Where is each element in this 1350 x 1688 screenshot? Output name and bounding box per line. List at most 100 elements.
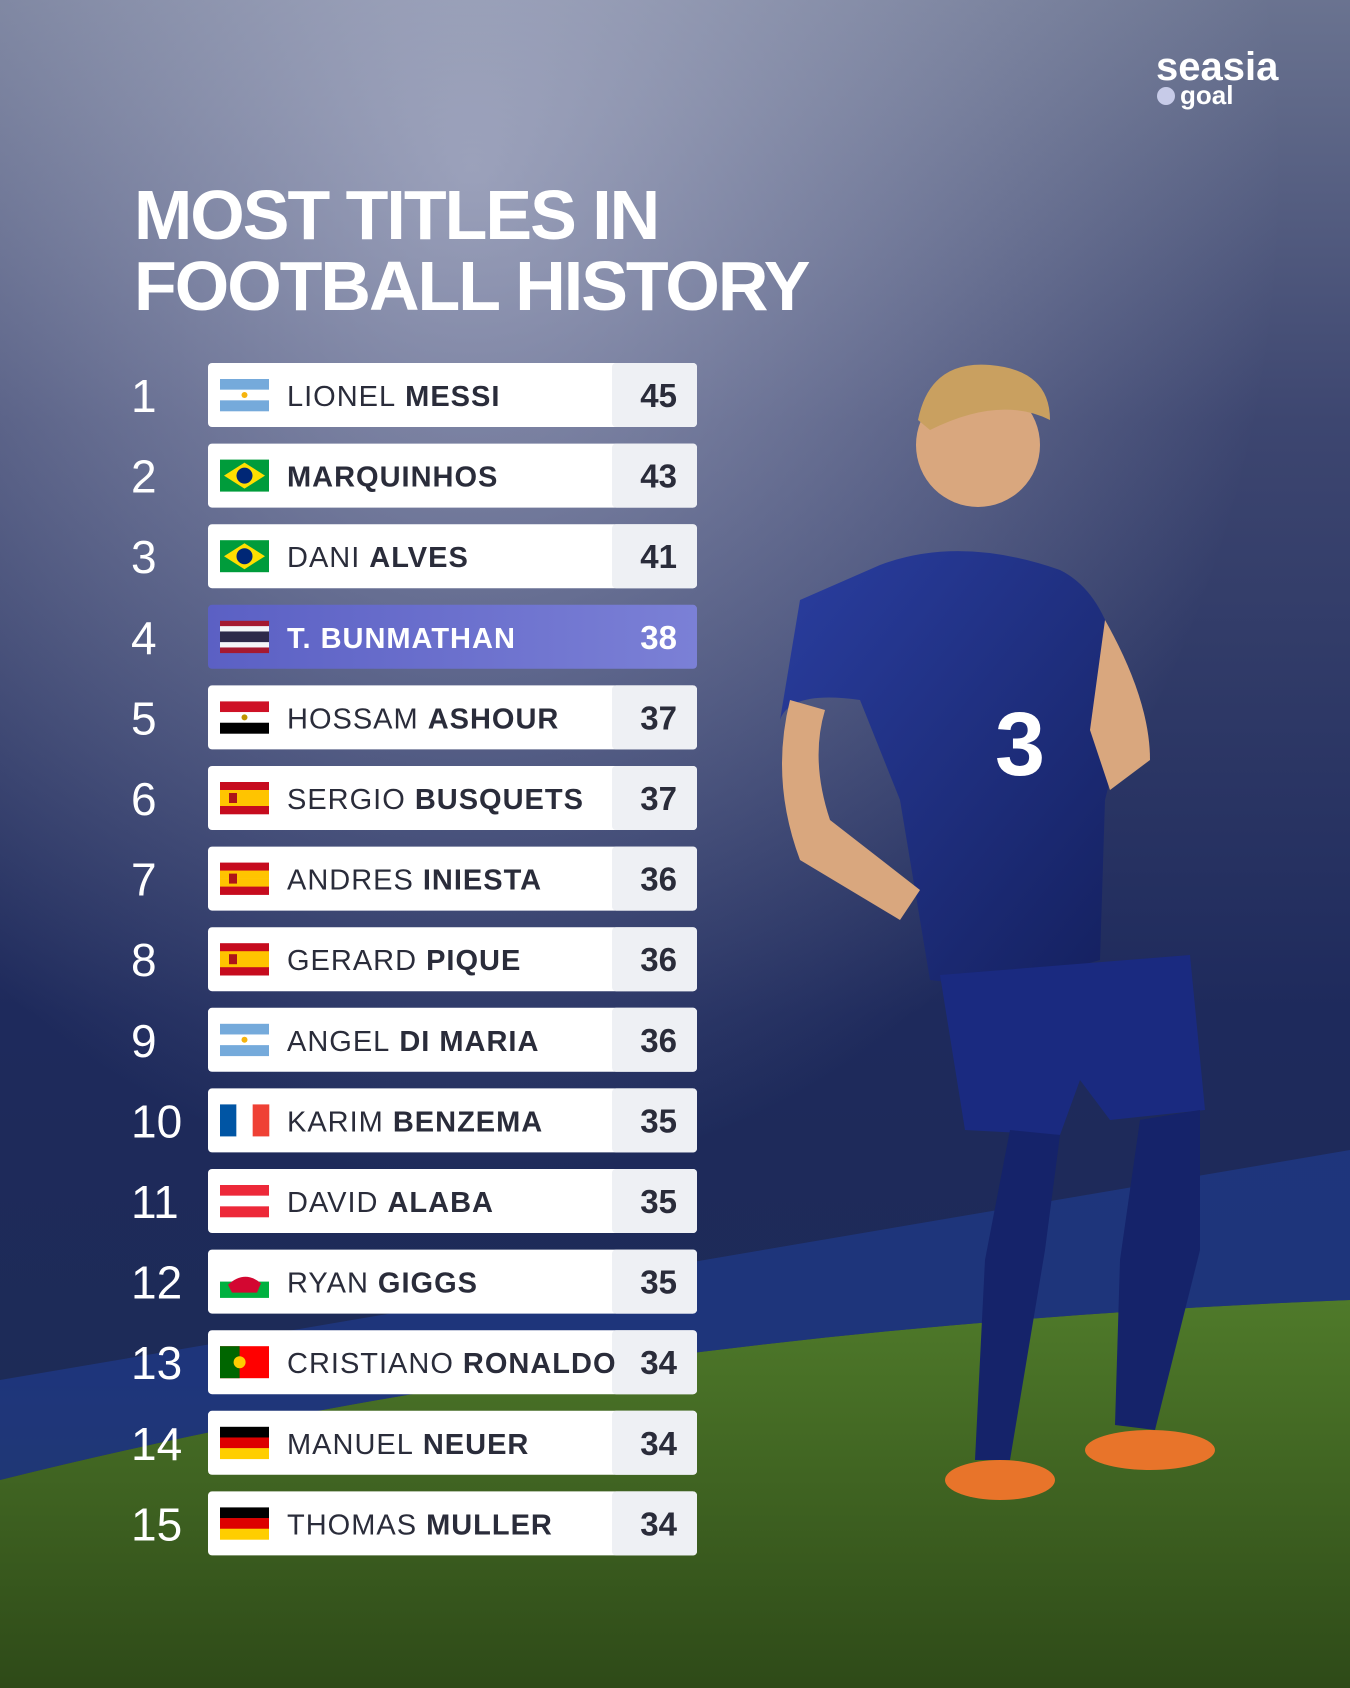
- value-box: [612, 685, 697, 750]
- flag-stripe: [220, 642, 269, 648]
- flag-crest: [229, 873, 237, 884]
- flag: [220, 701, 269, 734]
- flag-stripe: [220, 878, 269, 887]
- ranking-row: 14 MANUEL NEUER 34: [131, 1410, 697, 1475]
- flag: [220, 1426, 269, 1460]
- flag: [220, 379, 269, 412]
- player: 3: [780, 364, 1215, 1500]
- brand-name: seasia: [1156, 45, 1279, 89]
- first-name: SERGIO: [287, 784, 406, 816]
- rank: 13: [131, 1337, 182, 1389]
- last-name: DI MARIA: [399, 1026, 539, 1058]
- titles: 43: [640, 458, 677, 495]
- flag-stripe: [220, 798, 269, 807]
- value-box: [612, 443, 697, 508]
- flag-sphere: [233, 1356, 246, 1369]
- player-name: DANI ALVES: [287, 542, 469, 574]
- rank: 1: [131, 370, 157, 422]
- flag-stripe: [220, 951, 269, 960]
- last-name: RONALDO: [463, 1348, 617, 1380]
- flag: [220, 943, 269, 976]
- titles: 34: [640, 1505, 677, 1542]
- last-name: NEUER: [423, 1429, 530, 1461]
- flag-stripe: [220, 722, 269, 734]
- flag-stripe: [220, 701, 269, 713]
- row-box: [208, 1249, 697, 1314]
- titles: 36: [640, 1022, 677, 1059]
- flag-stripe: [236, 1104, 253, 1137]
- ranking: 1 LIONEL MESSI 452 MARQUINHOS 433 DANI ALVES 414…: [131, 363, 697, 1556]
- player-name: DAVID ALABA: [287, 1187, 494, 1219]
- last-name: INIESTA: [423, 865, 542, 897]
- first-name: MANUEL: [287, 1429, 414, 1461]
- rank: 10: [131, 1095, 182, 1147]
- titles: 35: [640, 1264, 677, 1301]
- rank: 15: [131, 1498, 182, 1550]
- titles: 34: [640, 1344, 677, 1381]
- rank: 14: [131, 1418, 182, 1470]
- value-box: [612, 363, 697, 427]
- rank: 8: [131, 934, 157, 986]
- rank: 6: [131, 773, 157, 825]
- flag-stripe: [220, 959, 269, 968]
- value-box: [612, 1007, 697, 1072]
- value-box: [612, 1330, 697, 1395]
- flag-stripe: [220, 870, 269, 879]
- flag: [220, 459, 269, 492]
- player-name: T. BUNMATHAN: [287, 623, 516, 655]
- row-box: [208, 927, 697, 992]
- ranking-row: 6 SERGIO BUSQUETS 37: [131, 766, 697, 830]
- rank: 12: [131, 1257, 182, 1309]
- value-box: [612, 927, 697, 992]
- flag: [220, 1507, 269, 1540]
- player-name: THOMAS MULLER: [287, 1509, 553, 1541]
- titles: 41: [640, 538, 677, 575]
- ranking-row: 10 KARIM BENZEMA 35: [131, 1088, 697, 1153]
- flag-stripe: [220, 1507, 269, 1519]
- flag: [220, 782, 269, 815]
- value-box: [612, 1491, 697, 1556]
- flag: [220, 540, 269, 573]
- titles: 38: [640, 619, 677, 656]
- first-name: HOSSAM: [287, 703, 419, 735]
- ranking-row: 2 MARQUINHOS 43: [131, 443, 697, 508]
- first-name: RYAN: [287, 1268, 369, 1300]
- flag-dragon: [228, 1276, 261, 1293]
- player-name: SERGIO BUSQUETS: [287, 784, 584, 816]
- ranking-row: 4 T. BUNMATHAN 38: [131, 604, 697, 669]
- first-name: KARIM: [287, 1106, 384, 1138]
- flag-stripe: [220, 1104, 237, 1137]
- ranking-row: 13 CRISTIANO RONALDO 34: [131, 1330, 697, 1395]
- player-name: GERARD PIQUE: [287, 945, 521, 977]
- row-box: [208, 604, 697, 669]
- titles: 35: [640, 1102, 677, 1139]
- flag: [220, 1185, 269, 1218]
- value-box: [612, 766, 697, 830]
- player-name: LIONEL MESSI: [287, 381, 500, 413]
- ranking-row: 9 ANGEL DI MARIA 36: [131, 1007, 697, 1072]
- flag-stripe: [220, 782, 269, 791]
- flag-crest: [229, 793, 237, 803]
- row-box: [208, 443, 697, 508]
- flag-stripe: [220, 886, 269, 895]
- ranking-row: 5 HOSSAM ASHOUR 37: [131, 685, 697, 750]
- ranking-row: 3 DANI ALVES 41: [131, 524, 697, 589]
- flag-stripe: [220, 1045, 269, 1057]
- first-name: T.: [287, 623, 312, 655]
- row-box: [208, 1088, 697, 1153]
- last-name: MULLER: [426, 1509, 553, 1541]
- flag-stripe: [220, 967, 269, 976]
- flag-stripe: [220, 862, 269, 871]
- brand-icon: [1157, 87, 1175, 105]
- title-line: FOOTBALL HISTORY: [134, 247, 810, 325]
- flag-sun: [241, 1036, 248, 1043]
- flag-globe: [236, 467, 253, 484]
- row-box: [208, 846, 697, 911]
- first-name: CRISTIANO: [287, 1348, 454, 1380]
- last-name: ALABA: [387, 1187, 494, 1219]
- titles: 37: [640, 699, 677, 736]
- last-name: BUSQUETS: [415, 784, 584, 816]
- row-box: [208, 363, 697, 427]
- flag: [220, 1104, 270, 1137]
